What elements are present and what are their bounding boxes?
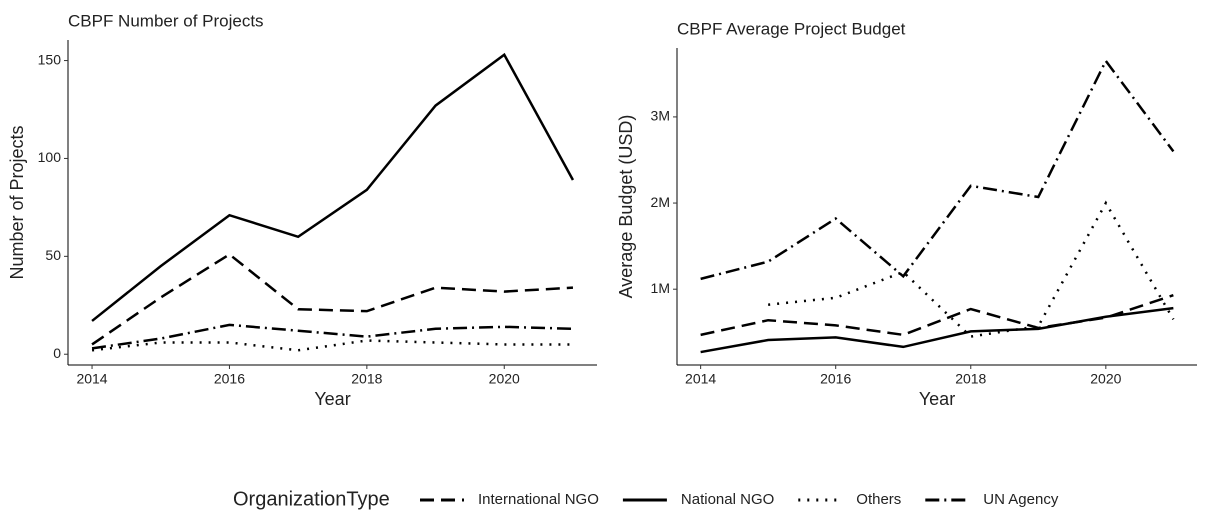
series-line — [91, 252, 574, 346]
y-axis-label: Average Budget (USD) — [616, 115, 636, 299]
x-tick-label: 2018 — [351, 371, 382, 387]
x-tick-label: 2014 — [76, 371, 107, 387]
x-tick-label: 2016 — [820, 371, 851, 387]
y-tick-label: 1M — [651, 280, 670, 296]
legend-label: UN Agency — [983, 491, 1059, 508]
y-tick-label: 3M — [651, 108, 670, 124]
series-line — [91, 339, 573, 352]
y-tick-label: 2M — [651, 194, 670, 210]
legend-label: International NGO — [478, 491, 599, 508]
y-tick-label: 50 — [45, 247, 61, 263]
series-line — [91, 323, 573, 350]
y-axis-label: Number of Projects — [7, 125, 27, 279]
x-tick-label: 2020 — [489, 371, 520, 387]
x-tick-label: 2014 — [685, 371, 716, 387]
series-line — [700, 294, 1174, 337]
series-line — [700, 58, 1175, 281]
legend-label: National NGO — [681, 491, 774, 508]
chart-title: CBPF Average Project Budget — [677, 19, 906, 38]
legend-label: Others — [856, 491, 901, 508]
x-tick-label: 2018 — [955, 371, 986, 387]
x-tick-label: 2020 — [1090, 371, 1121, 387]
series-line — [91, 52, 575, 322]
series-line — [768, 200, 1175, 338]
series-line — [700, 306, 1174, 354]
y-tick-label: 150 — [38, 51, 62, 67]
y-tick-label: 100 — [38, 149, 62, 165]
legend-title: OrganizationType — [233, 488, 390, 510]
chart-title: CBPF Number of Projects — [68, 11, 264, 30]
x-axis-label: Year — [314, 389, 350, 409]
x-tick-label: 2016 — [214, 371, 245, 387]
x-axis-label: Year — [919, 389, 955, 409]
y-tick-label: 0 — [53, 345, 61, 361]
